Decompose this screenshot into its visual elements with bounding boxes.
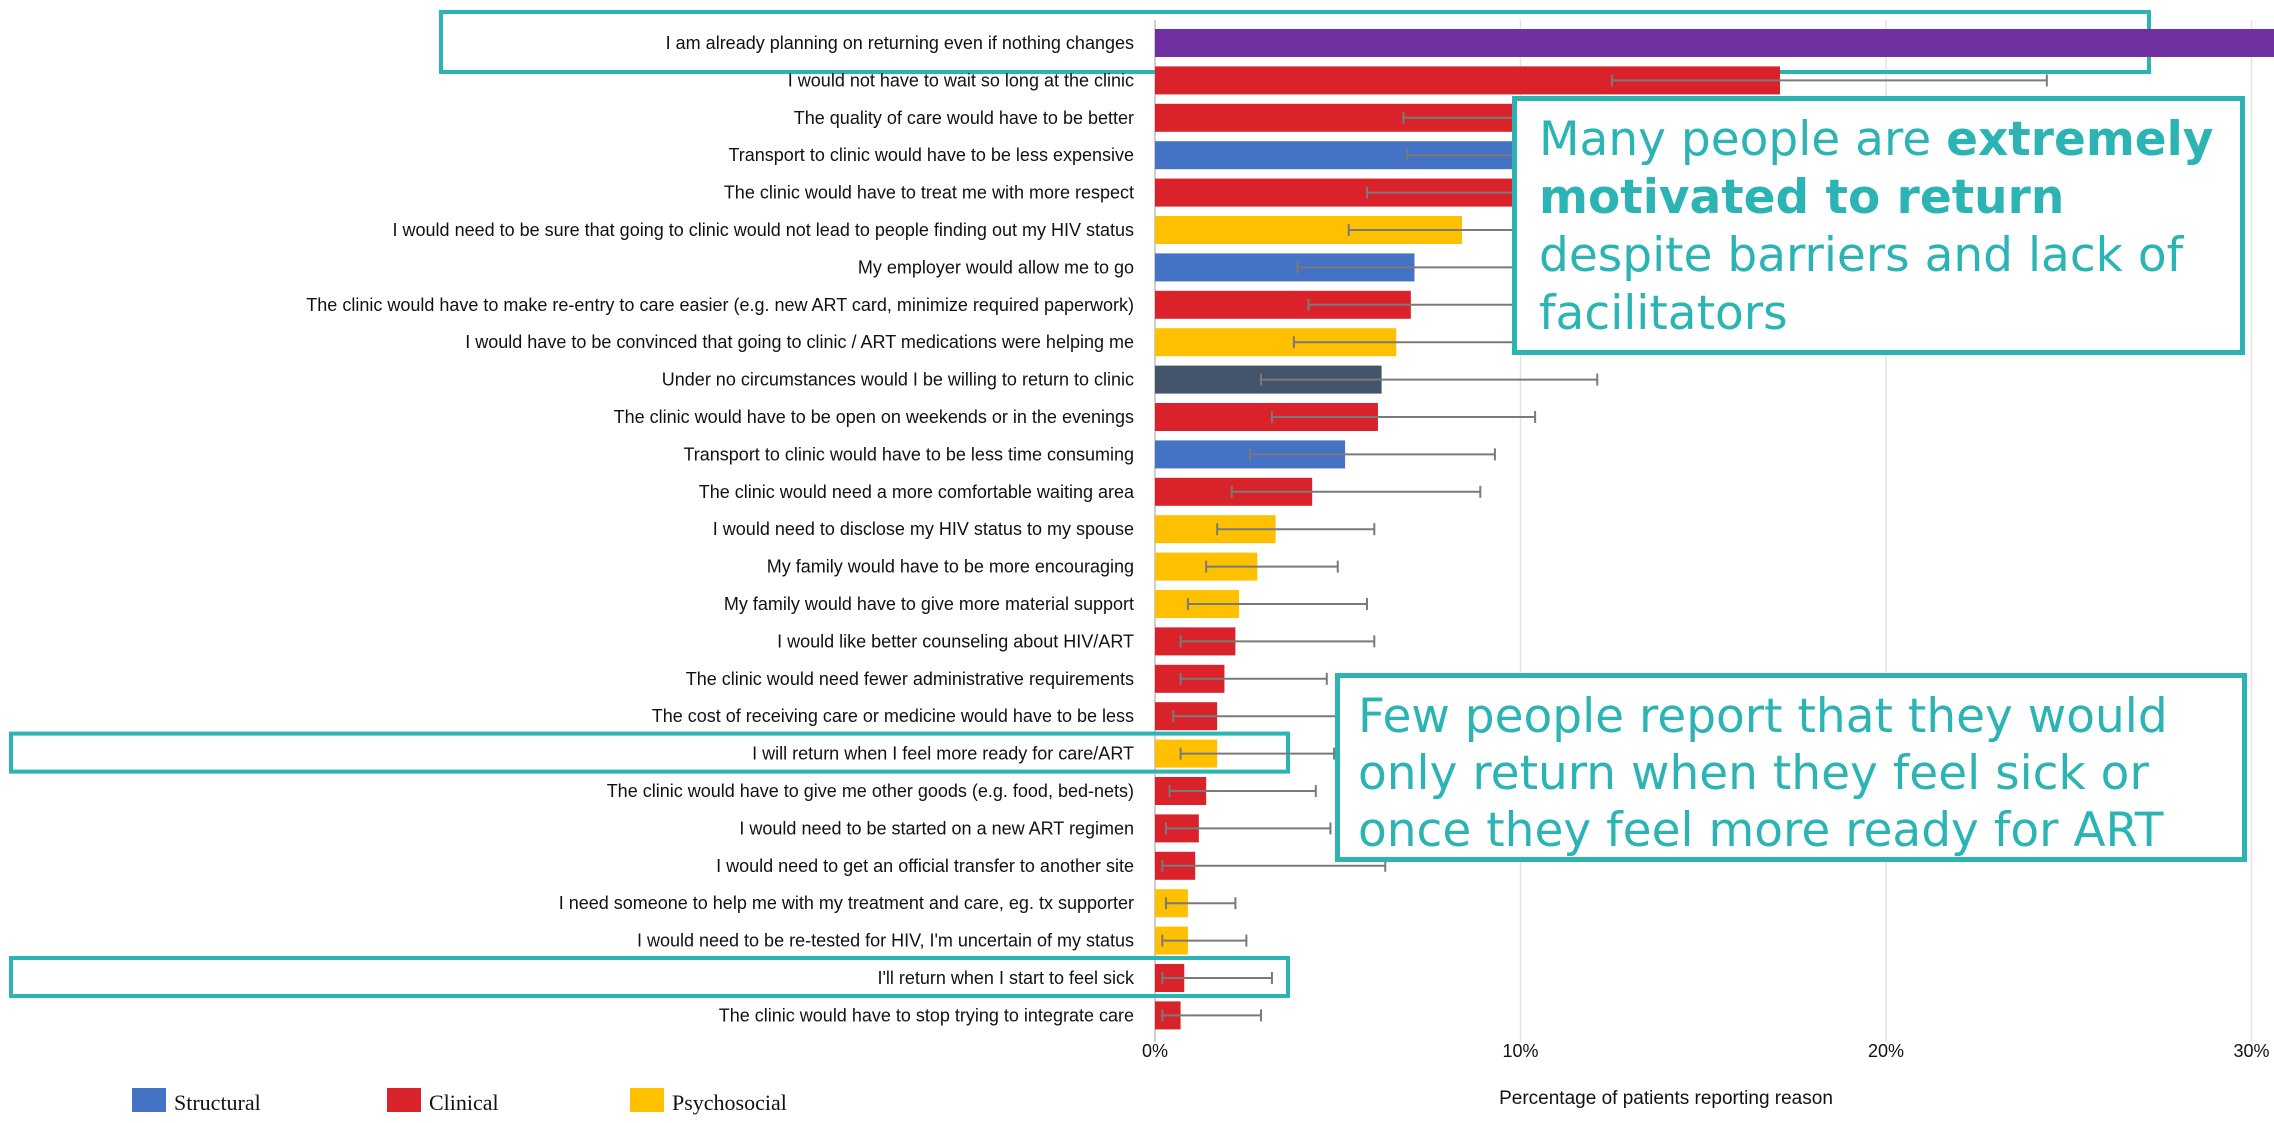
legend-label: Clinical xyxy=(429,1090,499,1115)
category-label: I'll return when I start to feel sick xyxy=(877,968,1135,988)
legend-swatch xyxy=(387,1088,421,1112)
x-tick-labels: 0%10%20%30%40%50%60% xyxy=(1142,1041,2270,1061)
category-label: The clinic would have to stop trying to … xyxy=(719,1005,1134,1025)
x-tick-label: 20% xyxy=(1868,1041,1904,1061)
category-labels: I am already planning on returning even … xyxy=(306,33,1135,1025)
bar xyxy=(1155,29,2274,57)
category-label: The clinic would have to make re-entry t… xyxy=(306,295,1134,315)
category-label: My employer would allow me to go xyxy=(858,257,1134,277)
category-label: The cost of receiving care or medicine w… xyxy=(652,706,1134,726)
x-axis-title: Percentage of patients reporting reason xyxy=(1499,1088,1833,1109)
category-label: My family would have to be more encourag… xyxy=(767,557,1134,577)
callout-text: extremely motivated to return xyxy=(1539,112,2214,225)
callout-text: despite barriers and lack of facilitator… xyxy=(1539,228,2184,341)
category-label: I would not have to wait so long at the … xyxy=(788,70,1134,90)
legend-label: Structural xyxy=(174,1090,261,1115)
x-tick-label: 30% xyxy=(2233,1041,2269,1061)
category-label: Transport to clinic would have to be les… xyxy=(683,444,1134,464)
category-label: My family would have to give more materi… xyxy=(724,594,1134,614)
category-label: The clinic would have to give me other g… xyxy=(607,781,1134,801)
callout-text: Many people are xyxy=(1539,112,1947,167)
legend: Structural Clinical Psychosocial xyxy=(132,1088,787,1115)
category-label: I would like better counseling about HIV… xyxy=(777,631,1134,651)
category-label: The clinic would have to be open on week… xyxy=(614,407,1134,427)
category-label: I would have to be convinced that going … xyxy=(465,332,1134,352)
category-label: The clinic would need a more comfortable… xyxy=(699,482,1135,502)
category-label: The quality of care would have to be bet… xyxy=(794,108,1134,128)
legend-label: Psychosocial xyxy=(672,1090,787,1115)
category-label: I would need to be sure that going to cl… xyxy=(393,220,1134,240)
callout-motivated: Many people are extremely motivated to r… xyxy=(1512,96,2245,355)
category-label: Transport to clinic would have to be les… xyxy=(728,145,1134,165)
category-label: I would need to get an official transfer… xyxy=(716,856,1134,876)
legend-swatch xyxy=(132,1088,166,1112)
category-label: I would need to be started on a new ART … xyxy=(739,818,1134,838)
category-label: I would need to disclose my HIV status t… xyxy=(713,519,1134,539)
callout-few-people: Few people report that they would only r… xyxy=(1335,673,2247,862)
category-label: Under no circumstances would I be willin… xyxy=(662,370,1134,390)
callout-text: Few people report that they would only r… xyxy=(1358,689,2168,858)
x-tick-label: 0% xyxy=(1142,1041,1168,1061)
category-label: I need someone to help me with my treatm… xyxy=(559,893,1134,913)
highlight-box xyxy=(9,956,1290,998)
category-label: I would need to be re-tested for HIV, I'… xyxy=(637,931,1134,951)
x-tick-label: 10% xyxy=(1502,1041,1538,1061)
category-label: The clinic would have to treat me with m… xyxy=(724,183,1134,203)
legend-swatch xyxy=(630,1088,664,1112)
category-label: I will return when I feel more ready for… xyxy=(752,744,1134,764)
category-label: I am already planning on returning even … xyxy=(666,33,1134,53)
category-label: The clinic would need fewer administrati… xyxy=(686,669,1134,689)
